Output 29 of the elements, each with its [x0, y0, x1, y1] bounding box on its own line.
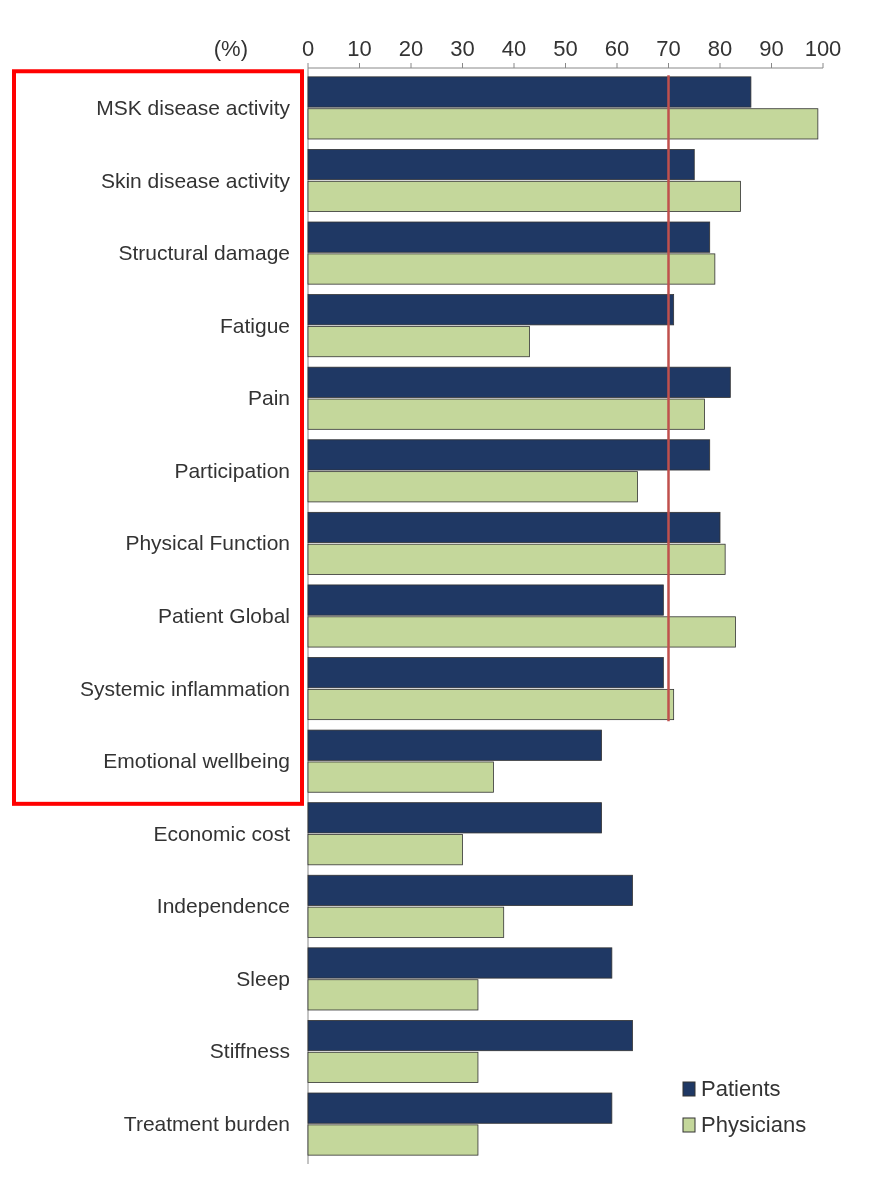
y-tick-label: Structural damage [118, 241, 290, 265]
x-tick-label: 60 [604, 36, 630, 61]
legend-label: Physicians [701, 1112, 807, 1137]
y-tick-label: Fatigue [219, 313, 290, 337]
x-tick-label: 70 [656, 36, 681, 61]
y-tick-label: Systemic inflammation [79, 676, 290, 700]
x-tick-label: 10 [347, 36, 372, 61]
x-tick-label: 0 [301, 36, 315, 61]
x-tick-label: 100 [804, 36, 842, 61]
x-tick-label: 50 [553, 36, 578, 61]
y-tick-label: Stiffness [209, 1039, 290, 1063]
y-tick-label: Emotional wellbeing [103, 749, 290, 773]
y-tick-label: Participation [174, 458, 290, 482]
x-tick-label: 20 [398, 36, 424, 61]
y-tick-label: MSK disease activity [96, 95, 291, 119]
x-tick-label: 30 [450, 36, 475, 61]
x-tick-label: 40 [501, 36, 527, 61]
y-tick-label: Patient Global [158, 604, 290, 627]
x-tick-label: 80 [707, 36, 733, 61]
y-tick-label: Economic cost [153, 821, 291, 845]
y-tick-label: Physical Function [125, 531, 290, 555]
x-axis-title: (%) [213, 36, 248, 61]
y-tick-label: Independence [156, 894, 290, 918]
y-tick-label: Pain [247, 386, 290, 410]
y-tick-label: Treatment burden [123, 1112, 290, 1136]
legend-label: Patients [701, 1076, 781, 1101]
x-tick-label: 90 [759, 36, 784, 61]
y-tick-label: Skin disease activity [100, 168, 291, 192]
y-tick-label: Sleep [236, 966, 290, 990]
